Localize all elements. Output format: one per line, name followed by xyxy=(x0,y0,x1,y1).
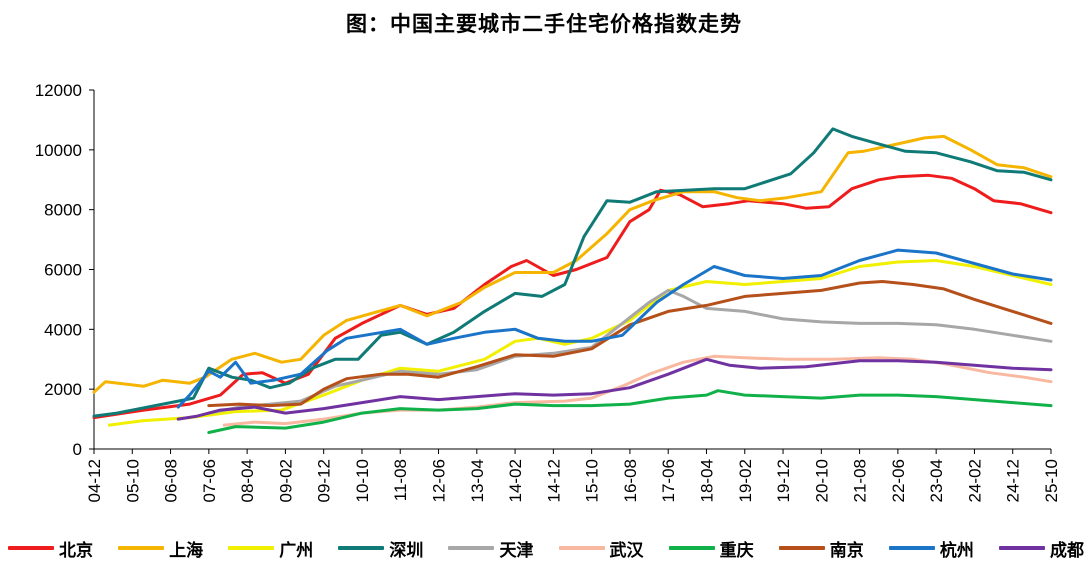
legend-item: 重庆 xyxy=(668,536,754,561)
series-line-杭州 xyxy=(176,248,1053,409)
x-tick-label: 12-06 xyxy=(430,459,449,502)
legend-swatch xyxy=(668,546,715,550)
legend-swatch xyxy=(888,546,935,550)
x-tick-label: 19-12 xyxy=(774,459,793,502)
series-line-北京 xyxy=(92,173,1053,420)
legend-item: 成都 xyxy=(998,536,1084,561)
x-tick-label: 09-12 xyxy=(315,459,334,502)
y-tick-label: 0 xyxy=(73,440,82,459)
series-line-天津 xyxy=(207,288,1053,415)
legend-label: 杭州 xyxy=(939,540,974,561)
legend-label: 武汉 xyxy=(609,540,644,561)
y-tick-label: 2000 xyxy=(44,380,82,399)
series-line-武汉 xyxy=(222,354,1053,427)
legend-label: 天津 xyxy=(499,540,534,561)
legend-swatch xyxy=(338,546,385,550)
legend: 北京 上海 广州 深圳 天津 武汉 重庆 南京 杭州 成都 xyxy=(8,536,1084,561)
x-tick-label: 05-10 xyxy=(123,459,142,502)
chart-title: 图：中国主要城市二手住宅价格指数走势 xyxy=(346,12,742,36)
x-tick-label: 04-12 xyxy=(85,459,104,502)
legend-label: 上海 xyxy=(169,540,204,561)
legend-item: 南京 xyxy=(778,536,864,561)
legend-swatch xyxy=(118,546,165,550)
axes: 0 2000 4000 6000 8000 10000 12000 04-12 05-10 06-… xyxy=(35,81,1061,502)
x-tick-label: 11-08 xyxy=(391,459,410,501)
x-tick-label: 17-06 xyxy=(659,459,678,502)
x-tick-label: 19-02 xyxy=(736,459,755,502)
x-tick-label: 24-02 xyxy=(965,459,984,502)
series-line-成都 xyxy=(176,357,1053,421)
y-tick-label: 4000 xyxy=(44,320,82,339)
x-tick-label: 16-08 xyxy=(621,459,640,502)
legend-label: 北京 xyxy=(59,540,93,561)
series-lines xyxy=(92,127,1053,434)
legend-swatch xyxy=(558,546,605,550)
x-tick-label: 10-10 xyxy=(353,459,372,502)
legend-swatch xyxy=(998,546,1045,550)
legend-label: 深圳 xyxy=(389,540,424,561)
x-tick-label: 15-10 xyxy=(583,459,602,502)
legend-item: 杭州 xyxy=(888,536,974,561)
legend-item: 深圳 xyxy=(338,536,423,561)
legend-item: 武汉 xyxy=(558,536,644,561)
x-tick-label: 08-04 xyxy=(238,459,257,502)
legend-label: 重庆 xyxy=(719,540,754,561)
legend-swatch xyxy=(778,546,825,550)
x-tick-label: 20-10 xyxy=(812,459,831,502)
x-tick-label: 25-10 xyxy=(1042,459,1061,502)
x-tick-label: 22-06 xyxy=(889,459,908,502)
series-line-上海 xyxy=(92,134,1053,394)
legend-label: 广州 xyxy=(279,540,314,561)
legend-swatch xyxy=(448,546,495,550)
x-tick-label: 18-04 xyxy=(697,459,716,502)
legend-item: 广州 xyxy=(228,536,313,561)
y-tick-label: 10000 xyxy=(35,141,82,160)
legend-swatch xyxy=(8,546,54,550)
x-tick-label: 14-02 xyxy=(506,459,525,502)
series-line-重庆 xyxy=(207,389,1053,434)
x-tick-label: 23-04 xyxy=(927,459,946,502)
legend-item: 天津 xyxy=(448,536,533,561)
y-tick-label: 12000 xyxy=(35,81,82,100)
legend-label: 成都 xyxy=(1049,540,1084,561)
y-tick-label: 6000 xyxy=(44,261,82,280)
x-tick-label: 24-12 xyxy=(1004,459,1023,502)
x-tick-label: 06-08 xyxy=(162,459,181,502)
x-tick-label: 14-12 xyxy=(544,459,563,502)
x-tick-label: 21-08 xyxy=(851,459,870,502)
legend-label: 南京 xyxy=(829,540,864,561)
legend-item: 上海 xyxy=(118,536,203,561)
x-tick-label: 07-06 xyxy=(200,459,219,502)
y-tick-label: 8000 xyxy=(44,201,82,220)
x-tick-label: 13-04 xyxy=(468,459,487,502)
x-tick-label: 09-02 xyxy=(276,459,295,502)
legend-item: 北京 xyxy=(8,536,93,561)
legend-swatch xyxy=(228,546,275,550)
series-line-深圳 xyxy=(92,127,1053,418)
